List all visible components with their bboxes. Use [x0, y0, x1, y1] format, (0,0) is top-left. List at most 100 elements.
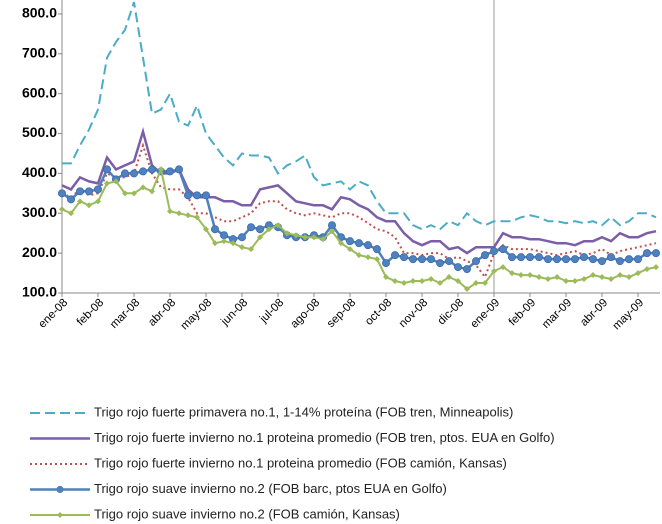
marker — [464, 286, 470, 293]
marker — [338, 240, 344, 247]
legend-marker — [57, 512, 63, 518]
marker — [122, 190, 128, 197]
marker — [419, 278, 425, 285]
marker — [176, 210, 182, 217]
marker — [507, 253, 516, 262]
marker — [284, 230, 290, 237]
marker — [381, 259, 390, 268]
marker — [563, 278, 569, 285]
marker — [617, 272, 623, 279]
marker — [59, 206, 65, 213]
marker — [634, 255, 643, 264]
marker — [462, 265, 471, 274]
marker — [347, 246, 353, 253]
marker — [554, 274, 560, 281]
y-tick-label: 700.0 — [22, 45, 57, 61]
marker — [257, 234, 263, 241]
marker — [599, 274, 605, 281]
marker — [517, 253, 526, 262]
marker — [581, 276, 587, 283]
marker — [500, 264, 506, 271]
marker — [138, 167, 147, 176]
marker — [527, 272, 533, 279]
y-tick-label: 600.0 — [22, 84, 57, 100]
series — [59, 166, 659, 293]
marker — [212, 240, 218, 247]
marker — [607, 253, 616, 262]
marker — [131, 190, 137, 197]
y-tick-label: 300.0 — [22, 204, 57, 220]
marker — [590, 272, 596, 279]
marker — [230, 240, 236, 247]
marker — [275, 222, 281, 229]
marker — [68, 210, 74, 217]
marker — [399, 253, 408, 262]
marker — [149, 188, 155, 195]
marker — [365, 254, 371, 261]
marker — [201, 191, 210, 200]
marker — [392, 278, 398, 285]
legend-marker — [56, 485, 64, 494]
marker — [562, 255, 571, 264]
marker — [129, 169, 138, 178]
marker — [408, 255, 417, 264]
marker — [526, 253, 535, 262]
marker — [327, 221, 336, 230]
legend-label: Trigo rojo fuerte invierno no.1 proteina… — [94, 430, 555, 445]
marker — [626, 274, 632, 281]
marker — [67, 195, 76, 204]
marker — [183, 191, 192, 200]
y-tick-label: 100.0 — [22, 284, 57, 300]
marker — [85, 187, 94, 196]
marker — [643, 249, 652, 258]
marker — [489, 247, 498, 256]
y-tick-label: 800.0 — [22, 5, 57, 21]
y-tick-label: 500.0 — [22, 124, 57, 140]
marker — [444, 257, 453, 266]
marker — [248, 246, 254, 253]
marker — [589, 255, 598, 264]
marker — [608, 276, 614, 283]
marker — [372, 245, 381, 254]
series-line — [62, 1, 657, 231]
marker — [401, 280, 407, 287]
marker — [446, 274, 452, 281]
marker — [293, 232, 299, 239]
marker — [518, 272, 524, 279]
marker — [383, 274, 389, 281]
marker — [104, 180, 110, 187]
marker — [453, 263, 462, 272]
marker — [185, 212, 191, 219]
marker — [426, 255, 435, 264]
marker — [239, 244, 245, 251]
marker — [103, 165, 112, 174]
marker — [192, 191, 201, 200]
series — [61, 142, 657, 280]
marker — [174, 165, 183, 174]
marker — [598, 257, 607, 266]
marker — [76, 187, 85, 196]
marker — [77, 198, 83, 205]
marker — [266, 226, 272, 233]
marker — [194, 214, 200, 221]
marker — [147, 165, 156, 174]
y-tick-label: 400.0 — [22, 164, 57, 180]
marker — [246, 223, 255, 232]
legend-label: Trigo rojo fuerte primavera no.1, 1-14% … — [94, 404, 513, 419]
marker — [616, 257, 625, 266]
marker — [203, 226, 209, 233]
marker — [545, 276, 551, 283]
y-tick-label: 200.0 — [22, 244, 57, 260]
marker — [536, 274, 542, 281]
marker — [473, 280, 479, 287]
series-line — [61, 142, 657, 280]
marker — [571, 255, 580, 264]
marker — [255, 225, 264, 234]
marker — [363, 241, 372, 250]
marker — [455, 278, 461, 285]
marker — [329, 228, 335, 235]
marker — [437, 280, 443, 287]
marker — [121, 169, 130, 178]
